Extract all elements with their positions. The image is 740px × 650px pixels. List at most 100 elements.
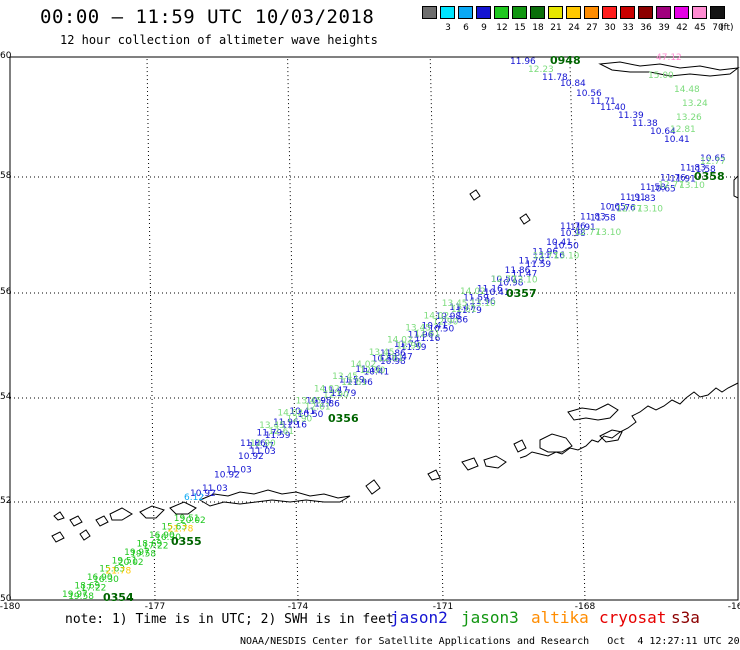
wave-height-label: 11.91 (620, 193, 646, 203)
wave-height-label: 11.86 (442, 315, 468, 325)
legend-tick-label: 21 (550, 23, 562, 33)
wave-height-label: 11.76 (610, 204, 636, 214)
wave-height-label: 11.59 (339, 375, 365, 385)
wave-height-label: 11.59 (265, 431, 291, 441)
wave-height-label: 11.58 (690, 165, 716, 175)
longitude-label: -177 (144, 602, 166, 612)
legend-tick-label: 36 (640, 23, 652, 33)
wave-height-label: 14.02 (314, 384, 340, 394)
wave-height-label: 12.77 (575, 228, 601, 238)
coastline-pribilof-2 (519, 213, 531, 225)
wave-height-label: 12.90 (250, 439, 276, 449)
wave-height-label: 16.90 (87, 573, 113, 583)
wave-height-label: 11.58 (590, 213, 616, 223)
wave-height-label: 10.41 (546, 238, 572, 248)
longitude-label: -165 (727, 602, 740, 612)
coastline-island-15 (51, 531, 65, 543)
legend-swatch (548, 6, 563, 19)
graticule-line (287, 56, 299, 601)
wave-height-label: 0356 (328, 412, 359, 425)
wave-height-label: 10.50 (298, 410, 324, 420)
wave-height-label: 11.96 (510, 57, 536, 67)
coastline-island-6 (461, 457, 479, 471)
coastline-island-3 (539, 433, 573, 453)
wave-height-label: 11.79 (518, 257, 544, 267)
wave-height-label: 12.61 (341, 378, 367, 388)
wave-height-label: 0355 (171, 535, 202, 548)
wave-height-label: 12.90 (396, 342, 422, 352)
legend-tick-label: 42 (676, 23, 688, 33)
graticule-line (569, 56, 586, 601)
wave-height-label: 19.58 (68, 592, 94, 602)
wave-height-label: 13.10 (512, 275, 538, 285)
wave-height-label: 12.77 (658, 181, 684, 191)
wave-height-label: 12.77 (700, 157, 726, 167)
wave-height-label: 13.10 (595, 228, 621, 238)
wave-height-label: 11.59 (525, 260, 551, 270)
wave-height-label: 15.63 (99, 565, 125, 575)
legend-tick-label: 12 (496, 23, 508, 33)
coastline-island-9 (198, 489, 351, 507)
wave-height-label: 12.77 (533, 252, 559, 262)
wave-height-label: 10.92 (214, 471, 240, 481)
footnote: note: 1) Time is in UTC; 2) SWH is in fe… (65, 612, 394, 627)
wave-height-label: 13.45 (296, 397, 322, 407)
legend-swatch (458, 6, 473, 19)
legend-swatch (602, 6, 617, 19)
wave-height-label: 12.61 (268, 427, 294, 437)
wave-height-label: 19.58 (130, 550, 156, 560)
wave-height-label: 11.47 (322, 386, 348, 396)
wave-height-label: 10.98 (498, 279, 524, 289)
satellite-altika: altika (531, 608, 589, 627)
legend-tick-label: 33 (622, 23, 634, 33)
coastline-island-5 (483, 455, 507, 469)
wave-height-label: 12.90 (433, 317, 459, 327)
wave-height-label: 11.16 (355, 365, 381, 375)
wave-height-label: 13.26 (676, 113, 702, 123)
wave-height-label: 10.41 (664, 135, 690, 145)
latitude-label: 58 (0, 171, 12, 181)
wave-height-label: 19.97 (124, 548, 150, 558)
wave-height-label: 14.02 (423, 311, 449, 321)
wave-height-label: 10.98 (560, 229, 586, 239)
coastline-island-1 (567, 403, 619, 421)
wave-height-label: 17.22 (81, 583, 107, 593)
satellite-jason3: jason3 (461, 608, 519, 627)
legend-swatch (638, 6, 653, 19)
wave-height-label: 11.86 (240, 439, 266, 449)
wave-height-label: 10.41 (422, 321, 448, 331)
coastline-island-17 (53, 511, 65, 521)
coastline-island-4 (513, 439, 527, 453)
wave-height-label: 15.63 (161, 523, 187, 533)
wave-height-label: 11.86 (314, 399, 340, 409)
wave-height-label: 47.12 (656, 53, 682, 63)
coastline-island-7 (427, 469, 441, 481)
wave-height-label: 16.30 (155, 533, 181, 543)
wave-height-label: 10.92 (190, 489, 216, 499)
wave-height-label: 10.41 (484, 288, 510, 298)
coastline-island-2 (599, 429, 623, 443)
wave-height-label: 11.16 (477, 284, 503, 294)
wave-height-label: 10.50 (491, 275, 517, 285)
legend-swatch (692, 6, 707, 19)
wave-height-label: 13.10 (679, 181, 705, 191)
wave-height-label: 11.58 (640, 183, 666, 193)
wave-height-label: 13.45 (259, 421, 285, 431)
coastline-island-8 (365, 479, 381, 495)
wave-height-label: 10.98 (380, 357, 406, 367)
wave-height-label: 13.45 (332, 372, 358, 382)
wave-height-label: 13.24 (682, 99, 708, 109)
wave-height-label: 11.59 (401, 343, 427, 353)
wave-height-label: 13.45 (405, 324, 431, 334)
wave-height-label: 11.47 (248, 442, 274, 452)
legend-tick-label: 70 (712, 23, 724, 33)
wave-height-label: 10.50 (372, 354, 398, 364)
credit-line: NOAA/NESDIS Center for Satellite Applica… (240, 636, 740, 647)
wave-height-label: 18.69 (74, 582, 100, 592)
satellite-cryosat: cryosat (599, 608, 667, 627)
wave-height-label: 11.96 (408, 331, 434, 341)
wave-height-label: 11.91 (670, 175, 696, 185)
wave-height-label: 6.12 (184, 493, 204, 503)
satellite-s3a: s3a (671, 608, 700, 627)
